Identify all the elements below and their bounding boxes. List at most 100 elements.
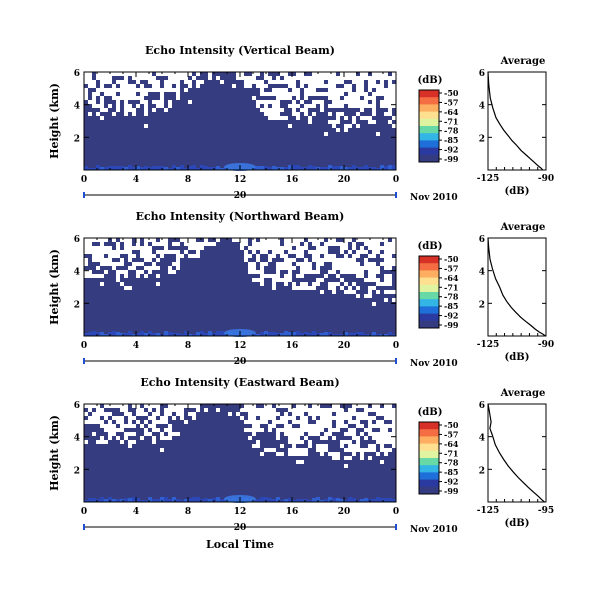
heatmap-cell: [92, 238, 96, 242]
heatmap-cell: [268, 80, 272, 84]
heatmap-cell: [96, 412, 100, 416]
heatmap-cell: [164, 84, 168, 88]
x-tick-label: 12: [234, 341, 247, 351]
heatmap-cell: [204, 498, 208, 502]
heatmap-cell: [208, 499, 212, 502]
heatmap-cell: [392, 238, 396, 242]
heatmap-cell: [88, 498, 92, 502]
heatmap-cell: [260, 278, 264, 282]
heatmap-cell: [96, 246, 100, 250]
heatmap-cell: [140, 92, 144, 96]
heatmap-cell: [152, 262, 156, 266]
heatmap-cell: [96, 408, 100, 412]
heatmap-cell: [184, 238, 188, 242]
heatmap-cell: [368, 432, 372, 436]
heatmap-cell: [384, 242, 388, 246]
y-tick-label: 4: [74, 434, 80, 444]
heatmap-cell: [296, 104, 300, 108]
heatmap-cell: [132, 262, 136, 266]
heatmap-cell: [140, 96, 144, 100]
heatmap-cell: [360, 499, 364, 502]
heatmap-cell: [352, 266, 356, 270]
heatmap-cell: [348, 238, 352, 242]
heatmap-cell: [176, 242, 180, 246]
heatmap-cell: [384, 432, 388, 436]
heatmap-cell: [304, 420, 308, 424]
heatmap-cell: [348, 333, 352, 336]
heatmap-cell: [372, 274, 376, 278]
heatmap-cell: [388, 88, 392, 92]
heatmap-cell: [268, 412, 272, 416]
heatmap-cell: [364, 416, 368, 420]
heatmap-cell: [168, 499, 172, 502]
heatmap-cell: [172, 76, 176, 80]
heatmap-cell: [96, 440, 100, 444]
heatmap-cell: [132, 96, 136, 100]
heatmap-cell: [344, 100, 348, 104]
heatmap-cell: [116, 404, 120, 408]
heatmap-cell: [348, 84, 352, 88]
heatmap-cell: [296, 286, 300, 290]
heatmap-cell: [308, 250, 312, 254]
heatmap-cell: [156, 242, 160, 246]
heatmap-cell: [312, 416, 316, 420]
heatmap-cell: [164, 72, 168, 76]
average-profile-line: [487, 71, 544, 171]
heatmap-cell: [144, 432, 148, 436]
heatmap-cell: [312, 404, 316, 408]
heatmap-cell: [152, 100, 156, 104]
colorbar-swatch: [419, 104, 439, 113]
heatmap-cell: [140, 100, 144, 104]
heatmap-cell: [368, 286, 372, 290]
heatmap-cell: [256, 424, 260, 428]
heatmap-cell: [232, 84, 236, 88]
heatmap-cell: [368, 408, 372, 412]
heatmap-cell: [168, 270, 172, 274]
heatmap-cell: [364, 165, 368, 170]
heatmap-cell: [328, 238, 332, 242]
heatmap-cell: [92, 250, 96, 254]
heatmap-cell: [356, 96, 360, 100]
heatmap-cell: [248, 420, 252, 424]
heatmap-cell: [324, 246, 328, 250]
heatmap-cell: [380, 72, 384, 76]
heatmap-cell: [304, 452, 308, 456]
heatmap-cell: [168, 100, 172, 104]
date-bar: 20 Nov 2010: [83, 191, 458, 203]
heatmap-cell: [160, 100, 164, 104]
heatmap-cell: [380, 80, 384, 84]
average-x-label: (dB): [505, 518, 530, 529]
heatmap-cell: [216, 238, 220, 242]
colorbar-swatch: [419, 443, 439, 452]
heatmap-cell: [372, 167, 376, 170]
heatmap-cell: [312, 238, 316, 242]
heatmap-cell: [344, 76, 348, 80]
heatmap-cell: [388, 278, 392, 282]
heatmap-cell: [376, 432, 380, 436]
heatmap-cell: [116, 499, 120, 502]
heatmap-cell: [124, 100, 128, 104]
heatmap-cell: [164, 242, 168, 246]
heatmap-cell: [352, 432, 356, 436]
heatmap-cell: [312, 258, 316, 262]
heatmap-cell: [328, 258, 332, 262]
heatmap-cell: [176, 96, 180, 100]
heatmap-cell: [340, 278, 344, 282]
colorbar: (dB)-50-57-64-71-78-85-92-99: [418, 75, 459, 164]
heatmap-cell: [344, 424, 348, 428]
heatmap-cell: [320, 108, 324, 112]
heatmap-cell: [332, 498, 336, 502]
heatmap-cell: [288, 432, 292, 436]
heatmap-cell: [316, 92, 320, 96]
heatmap-cell: [384, 266, 388, 270]
heatmap-cell: [116, 246, 120, 250]
heatmap-cell: [268, 246, 272, 250]
colorbar-swatch: [419, 270, 439, 279]
heatmap-cell: [96, 258, 100, 262]
heatmap-cell: [376, 452, 380, 456]
heatmap-cell: [112, 84, 116, 88]
heatmap-cell: [88, 416, 92, 420]
heatmap-cell: [264, 497, 268, 502]
heatmap-cell: [124, 167, 128, 170]
heatmap-cell: [188, 80, 192, 84]
